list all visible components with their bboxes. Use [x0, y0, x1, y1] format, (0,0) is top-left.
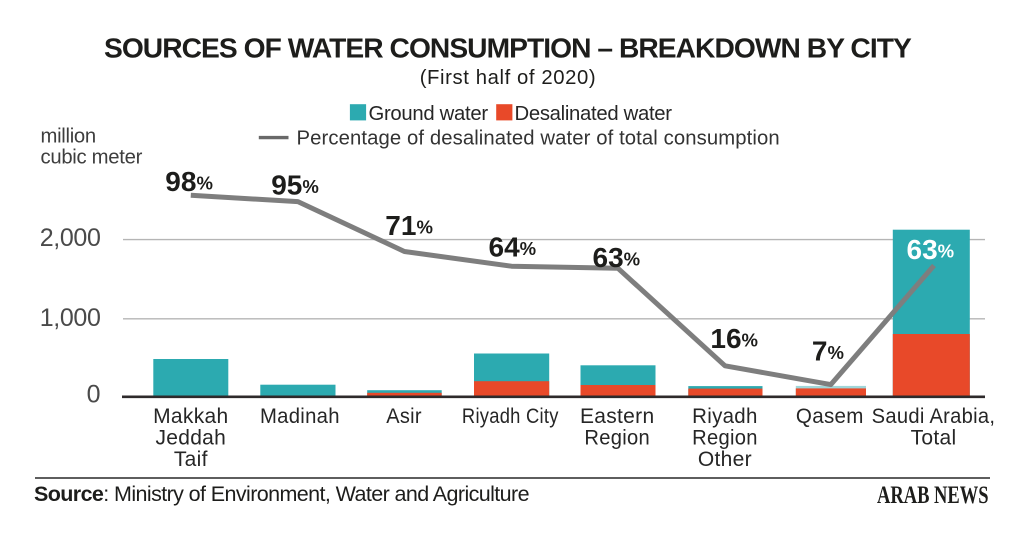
svg-text:98%: 98%	[165, 166, 213, 197]
svg-text:cubic meter: cubic meter	[41, 146, 143, 168]
svg-text:63%: 63%	[593, 242, 641, 273]
svg-text:16%: 16%	[710, 323, 758, 354]
svg-text:Riyadh: Riyadh	[692, 405, 757, 428]
svg-text:Region: Region	[584, 426, 650, 449]
svg-text:Qasem: Qasem	[796, 405, 864, 428]
svg-text:ARAB NEWS: ARAB NEWS	[877, 480, 988, 509]
svg-text:Saudi Arabia,: Saudi Arabia,	[872, 405, 996, 428]
svg-text:1,000: 1,000	[40, 304, 101, 332]
svg-text:Source: Ministry of Environmen: Source: Ministry of Environment, Water a…	[34, 482, 529, 506]
svg-text:Ground water: Ground water	[369, 103, 489, 125]
svg-text:Percentage of desalinated wate: Percentage of desalinated water of total…	[297, 127, 780, 149]
svg-text:SOURCES OF WATER CONSUMPTION –: SOURCES OF WATER CONSUMPTION – BREAKDOWN…	[104, 32, 912, 64]
svg-text:million: million	[41, 125, 96, 147]
svg-text:Jeddah: Jeddah	[155, 426, 226, 449]
svg-text:Desalinated water: Desalinated water	[515, 103, 673, 125]
svg-text:Total: Total	[911, 426, 957, 449]
svg-text:95%: 95%	[271, 169, 319, 200]
svg-text:Riyadh City: Riyadh City	[462, 405, 559, 428]
svg-text:0: 0	[87, 381, 101, 409]
svg-text:Eastern: Eastern	[580, 405, 654, 428]
svg-text:Region: Region	[692, 426, 758, 449]
svg-text:64%: 64%	[489, 232, 537, 263]
svg-text:(First half of 2020): (First half of 2020)	[420, 67, 597, 89]
svg-text:Makkah: Makkah	[153, 405, 228, 428]
svg-text:Madinah: Madinah	[260, 405, 340, 428]
svg-text:2,000: 2,000	[40, 224, 101, 252]
svg-text:71%: 71%	[385, 210, 433, 241]
svg-text:63%: 63%	[907, 234, 955, 265]
svg-text:Taif: Taif	[174, 448, 208, 471]
svg-text:Asir: Asir	[386, 405, 421, 429]
svg-text:Other: Other	[698, 448, 752, 471]
svg-text:7%: 7%	[812, 335, 844, 366]
